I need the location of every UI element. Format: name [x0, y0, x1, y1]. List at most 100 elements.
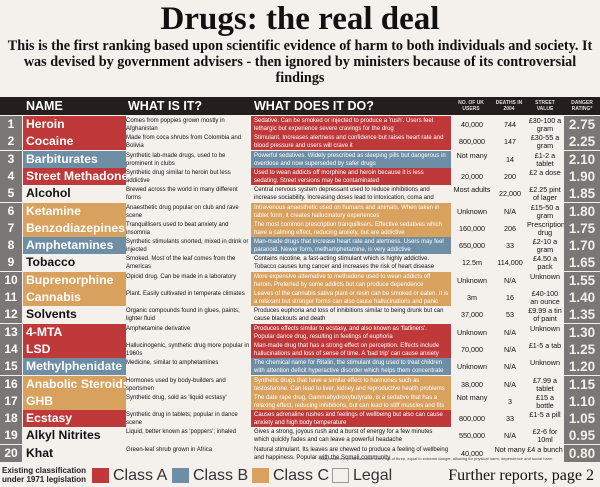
table-row: 12 Solvents Organic compounds found in glu… [0, 306, 600, 324]
danger-rating: 1.15 [564, 375, 600, 393]
street-value: Unknown [530, 358, 560, 368]
uk-users: 38,000 [461, 379, 483, 389]
street-value: £15 a bottle [536, 392, 554, 410]
drug-name: GHB [23, 392, 126, 410]
street-value: £9.99 a tin of paint [528, 306, 562, 324]
danger-rating: 1.85 [564, 185, 600, 203]
danger-rating: 1.20 [564, 358, 600, 376]
what-is-it: Synthetic stimulants snorted, mixed in d… [126, 239, 249, 254]
what-is-it: Brewed across the world in many differen… [126, 187, 238, 202]
row-number: 16 [0, 375, 22, 393]
what-is-it: Medicine, similar to amphetamines [126, 360, 219, 367]
what-does-it-do: Leaves of the cannabis sativa plant or r… [251, 289, 451, 306]
uk-users: 20,000 [461, 171, 483, 181]
deaths-2004: N/A [504, 327, 516, 337]
danger-rating: 1.75 [564, 219, 600, 237]
drug-name: Khat [23, 444, 126, 462]
drug-name: Solvents [23, 306, 126, 324]
header-price: STREET VALUE [535, 100, 555, 112]
class-b-label: Class B [193, 467, 249, 484]
what-is-it: Synthetic drug in tablets; popular in da… [126, 412, 238, 427]
what-is-it: Synthetic lab-made drugs, used to be pro… [126, 152, 226, 167]
what-does-it-do: Contains nicotine, a fast-acting stimula… [251, 254, 451, 272]
danger-rating: 1.35 [564, 306, 600, 324]
table-row: 15 Methylphenidate Medicine, similar to am… [0, 358, 600, 376]
uk-users: 12.5m [462, 258, 482, 268]
class-c-label: Class C [273, 467, 330, 484]
what-does-it-do: Natural stimulant. Its leaves are chewed… [251, 444, 451, 462]
what-is-it: Hormones used by body-builders and sport… [126, 377, 226, 392]
class-a-swatch [92, 468, 109, 483]
street-value: Unknown [530, 271, 560, 281]
drug-name: Benzodiazepines [23, 219, 126, 237]
danger-rating: 0.80 [564, 444, 600, 462]
header-deaths: DEATHS IN 2004 [495, 100, 523, 112]
table-row: 10 Buprenorphine Opioid drug. Can be made … [0, 271, 600, 290]
uk-users: Unknown [457, 327, 487, 337]
row-number: 19 [0, 427, 22, 445]
row-number: 15 [0, 358, 22, 376]
danger-rating: 1.10 [564, 392, 600, 410]
what-is-it: Opioid drug. Can be made in a laboratory [126, 273, 237, 280]
what-does-it-do: Sedative. Can be smoked or injected to p… [251, 116, 451, 133]
deaths-2004: 206 [504, 223, 516, 233]
row-number: 6 [0, 202, 22, 220]
deaths-2004: 744 [504, 120, 516, 129]
street-value: £4 a bunch [527, 444, 563, 454]
table-row: 17 GHB Synthetic drug, sold as 'liquid ecs… [0, 392, 600, 411]
danger-rating: 1.05 [564, 410, 600, 428]
drug-name: Alkyl Nitrites [23, 427, 126, 445]
table-row: 14 LSD Hallucinogenic, synthetic drug more… [0, 340, 600, 359]
what-is-it: Hallucinogenic, synthetic drug more popu… [126, 342, 250, 357]
table-row: 6 Ketamine Anaesthetic drug popular on clu… [0, 202, 600, 221]
street-value: £30-55 a gram [530, 133, 560, 151]
danger-rating: 1.80 [564, 202, 600, 220]
class-a-label: Class A [113, 467, 168, 484]
deaths-2004: 22,000 [499, 189, 521, 199]
danger-rating: 1.70 [564, 237, 600, 255]
page-title: Drugs: the real deal [160, 1, 440, 37]
what-does-it-do: More expensive alternative to methadone … [251, 271, 451, 289]
danger-rating: 1.90 [564, 167, 600, 185]
row-number: 7 [0, 219, 22, 237]
danger-rating: 2.25 [564, 133, 600, 151]
drug-name: Cocaine [23, 133, 126, 151]
row-number: 4 [0, 167, 22, 185]
drug-name: Street Methadone [23, 167, 126, 185]
street-value: £2-6 for 10ml [532, 427, 558, 445]
row-number: 11 [0, 289, 22, 306]
further-reports: Further reports, page 2 [448, 467, 594, 484]
uk-users: 40,000 [461, 120, 483, 129]
street-value: £7.99 a tablet [533, 375, 557, 393]
table-row: 1 Heroin Comes from poppies grown mostly i… [0, 116, 600, 134]
street-value: £40-100 an ounce [530, 289, 560, 306]
uk-users: 3m [467, 293, 477, 302]
drug-name: Heroin [23, 116, 126, 133]
deaths-2004: 114,000 [497, 258, 523, 268]
what-does-it-do: Central nervous system depressant used t… [251, 185, 451, 203]
what-does-it-do: Intravenous anaesthetic used on humans a… [251, 202, 451, 220]
table-row: 4 Street Methadone Synthetic drug similar … [0, 167, 600, 186]
header-does: WHAT DOES IT DO? [254, 99, 374, 113]
drug-name: 4-MTA [23, 323, 126, 341]
drug-name: Anabolic Steroids [23, 375, 126, 393]
legal-label: Legal [353, 467, 393, 484]
drug-name: LSD [23, 340, 126, 358]
row-number: 5 [0, 185, 22, 203]
deaths-2004: 33 [506, 414, 514, 424]
street-value: £1-5 a tab [528, 340, 562, 350]
uk-users: 37,000 [461, 310, 483, 320]
what-is-it: Organic compounds found in glues, paints… [126, 308, 240, 323]
street-value: £2 a dose [529, 167, 561, 177]
drug-name: Buprenorphine [23, 271, 126, 289]
deaths-2004: N/A [504, 206, 516, 216]
drug-name: Amphetamines [23, 237, 126, 255]
what-does-it-do: Man-made drug that has a strong effect o… [251, 340, 451, 358]
what-is-it: Plant. Easily cultivated in temperate cl… [126, 291, 245, 297]
row-number: 12 [0, 306, 22, 324]
danger-rating: 1.40 [564, 289, 600, 306]
uk-users: 650,000 [459, 241, 485, 251]
row-number: 20 [0, 444, 22, 462]
street-value: £30-100 a gram [528, 116, 562, 133]
